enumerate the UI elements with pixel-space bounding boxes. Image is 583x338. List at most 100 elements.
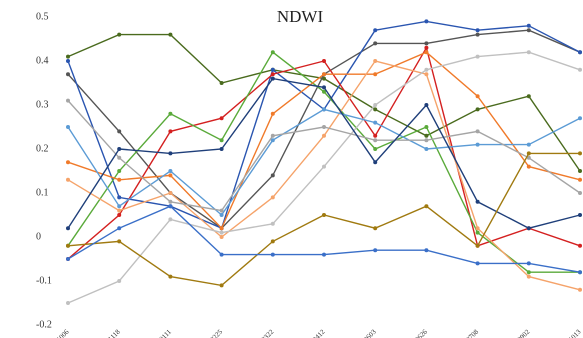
x-tick-label: 0708 [465,328,481,338]
data-point [270,111,275,116]
data-point [578,151,582,156]
x-tick-label: 0603 [362,328,378,338]
data-point [526,274,531,279]
data-point [117,226,122,231]
data-point [117,155,122,160]
y-tick-label: -0.1 [36,275,52,286]
data-point [526,261,531,266]
y-tick-label: -0.2 [36,319,52,330]
data-point [373,138,378,143]
data-point [322,125,326,129]
data-point [117,239,122,244]
data-point [270,252,275,257]
data-point [219,213,224,217]
data-point [526,50,531,55]
x-tick-label: 1118 [107,328,123,338]
data-point [424,138,429,143]
data-point [373,120,378,125]
data-point [373,248,378,253]
data-point [373,103,378,107]
data-point [424,67,429,72]
data-point [373,28,378,33]
x-tick-label: 0225 [209,328,225,338]
data-point [219,252,224,257]
data-point [475,54,480,59]
data-point [578,287,582,292]
data-point [475,243,480,248]
data-point [219,138,224,143]
data-point [526,164,531,169]
y-tick-label: 0 [36,231,41,242]
y-tick-label: 0.2 [36,143,49,154]
data-point [475,94,480,99]
x-tick-label: 0412 [311,328,327,338]
data-point [270,173,275,178]
data-point [424,50,429,55]
data-point [219,230,224,235]
data-point [117,169,122,173]
data-point [526,28,531,33]
data-point [322,89,326,94]
data-point [578,169,582,173]
data-point [475,199,480,204]
data-point [66,226,70,231]
data-point [373,41,378,46]
series-line [67,100,581,212]
series-line [67,77,581,229]
data-point [322,59,326,63]
data-point [526,142,531,147]
chart-title: NDWI [277,7,324,26]
data-point [168,169,173,173]
series-line [67,20,581,230]
data-point [168,204,173,209]
data-point [475,129,480,134]
y-tick-label: 0.4 [36,55,49,66]
data-point [66,59,70,63]
data-point [117,279,122,283]
data-point [373,160,378,165]
data-point [66,243,70,248]
y-tick-label: 0.1 [36,187,49,198]
data-point [373,147,378,151]
data-point [219,235,224,239]
data-point [526,23,531,28]
data-point [322,72,326,77]
data-point [117,177,122,182]
data-point [424,125,429,129]
data-point [270,133,275,138]
data-point [578,116,582,121]
data-point [270,50,275,55]
data-point [373,59,378,63]
data-point [168,274,173,279]
data-point [322,252,326,257]
data-point [168,129,173,134]
data-point [117,208,122,213]
data-point [219,226,224,231]
x-tick-label: 1006 [55,328,71,338]
data-point [322,133,326,138]
data-point [322,164,326,169]
data-point [475,261,480,266]
data-point [424,248,429,253]
data-point [270,76,275,81]
data-point [373,133,378,138]
data-point [373,72,378,77]
data-point [168,217,173,222]
data-point [578,191,582,195]
data-point [66,160,70,165]
data-point [219,208,224,213]
data-point [424,133,429,138]
data-point [66,177,70,182]
x-tick-label: 0322 [260,328,276,338]
x-tick-label: 0626 [413,328,429,338]
data-point [475,32,480,37]
data-point [526,226,531,231]
data-point [117,147,122,151]
data-point [219,147,224,151]
data-point [322,107,326,112]
data-point [270,239,275,244]
data-point [117,195,122,200]
data-point [219,116,224,121]
